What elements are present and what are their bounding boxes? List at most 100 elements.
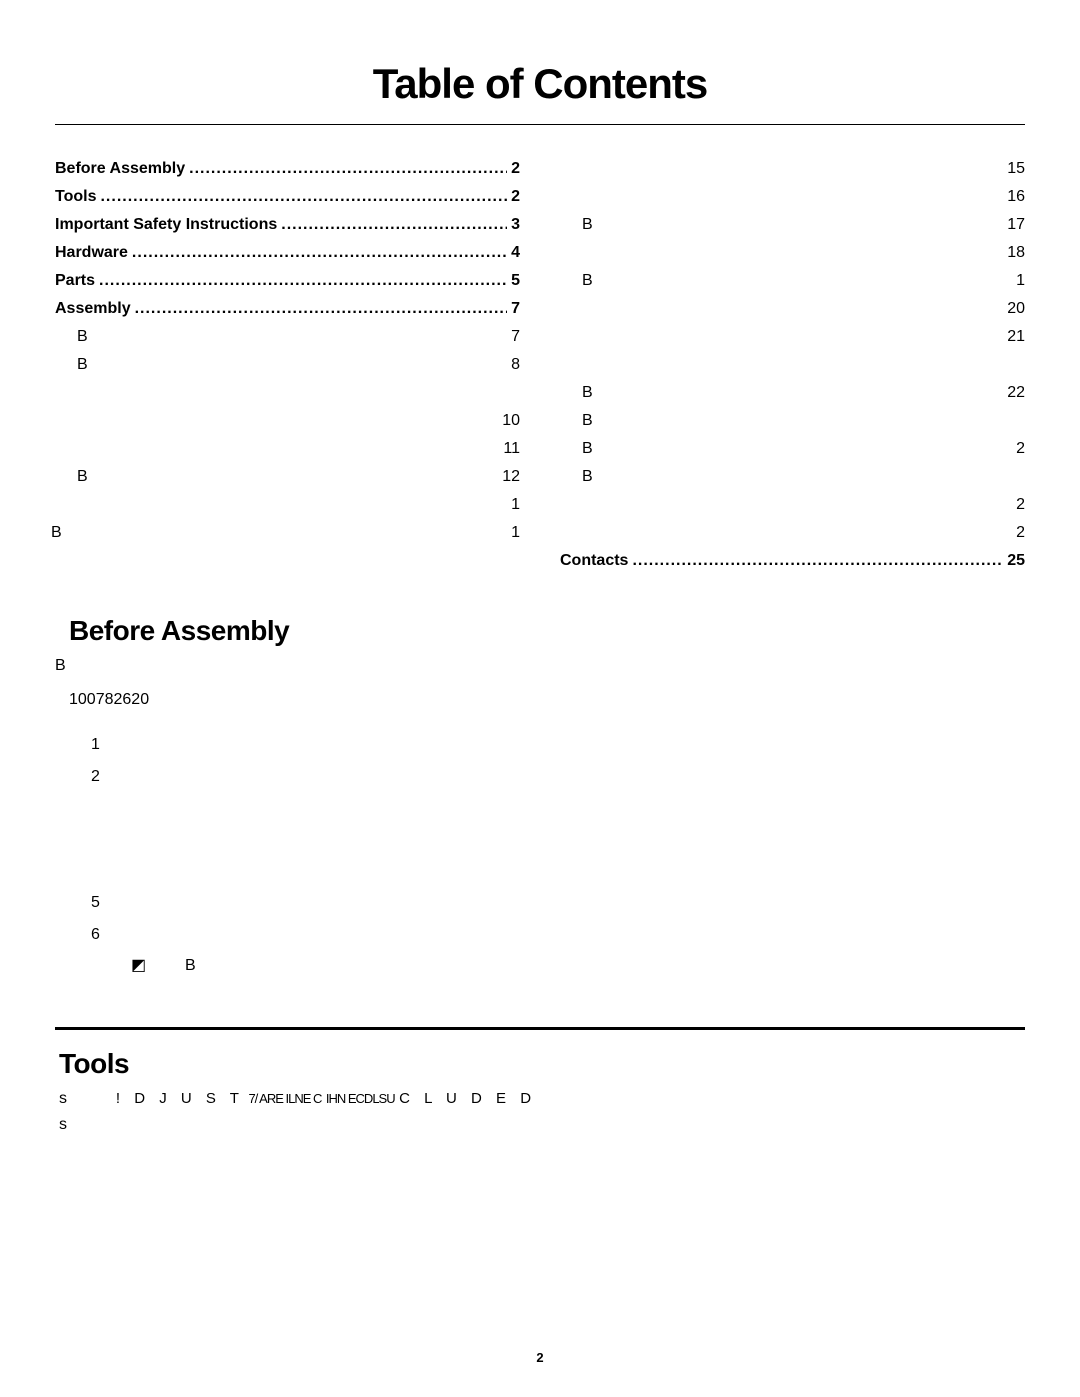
- toc-entry-page: 1: [1016, 267, 1025, 295]
- toc-row: 16: [560, 183, 1025, 211]
- toc-entry-page: 1: [511, 519, 520, 547]
- toc-entry-label: B: [77, 323, 88, 351]
- toc-row: B8: [55, 351, 520, 379]
- before-assembly-heading: Before Assembly: [69, 615, 1025, 647]
- toc-entry-page: 20: [1007, 295, 1025, 323]
- list-item: 1: [91, 732, 1025, 758]
- numbered-list: 1 2 5 6: [91, 732, 1025, 947]
- before-assembly-line-b: B: [55, 653, 1025, 679]
- toc-entry-page: 7: [511, 323, 520, 351]
- toc-entry-page: 18: [1007, 239, 1025, 267]
- toc-entry-page: 11: [503, 435, 520, 463]
- toc-entry-label: B: [582, 211, 593, 239]
- toc-row: B1: [560, 267, 1025, 295]
- toc-entry-page: 8: [511, 351, 520, 379]
- toc-entry-page: 25: [1007, 547, 1025, 575]
- toc-entry-page: 21: [1007, 323, 1025, 351]
- toc-entry-label: B: [582, 407, 593, 435]
- toc-entry-page: 10: [502, 407, 520, 435]
- tools-text-1b: 7/ ARE ILNE C: [248, 1091, 321, 1106]
- toc-entry-label: B: [582, 463, 593, 491]
- toc-row: [55, 379, 520, 407]
- toc-entry-label: [582, 491, 586, 519]
- toc-leader: [281, 211, 507, 239]
- toc-entry-page: [1021, 407, 1025, 435]
- toc-entry-page: 2: [1016, 491, 1025, 519]
- toc-row: Hardware 4: [55, 239, 520, 267]
- tools-list: s ! D J U S T 7/ ARE ILNE C IHN ECDLSU C…: [59, 1086, 1025, 1137]
- toc-row: Important Safety Instructions3: [55, 211, 520, 239]
- toc-entry-page: 2: [1016, 435, 1025, 463]
- page-number: 2: [0, 1350, 1080, 1365]
- toc-entry-label: Before Assembly: [55, 155, 185, 183]
- list-item: 5: [91, 890, 1025, 916]
- toc-leader: [100, 183, 507, 211]
- toc-entry-page: 22: [1007, 379, 1025, 407]
- toc-entry-label: Tools: [55, 183, 96, 211]
- list-item: [91, 827, 1025, 853]
- toc-row: 2: [560, 519, 1025, 547]
- toc-entry-page: 4: [511, 239, 520, 267]
- toc-entry-page: [516, 379, 520, 407]
- toc-entry-label: [77, 407, 81, 435]
- list-item: 6: [91, 922, 1025, 948]
- toc-entry-label: B: [77, 463, 88, 491]
- toc-row: Before Assembly 2: [55, 155, 520, 183]
- toc-row: B: [560, 463, 1025, 491]
- toc-row: 2: [560, 491, 1025, 519]
- toc-row: B2: [560, 435, 1025, 463]
- toc-row: Parts 5: [55, 267, 520, 295]
- toc-entry-page: 1: [511, 491, 520, 519]
- toc-entry-label: Assembly: [55, 295, 131, 323]
- toc-entry-label: [582, 183, 586, 211]
- toc-entry-label: [582, 239, 586, 267]
- table-of-contents: Before Assembly2Tools2Important Safety I…: [55, 155, 1025, 575]
- tools-text-1a: ! D J U S T: [116, 1090, 244, 1107]
- toc-row: B1: [51, 519, 520, 547]
- toc-row: 21: [560, 323, 1025, 351]
- tools-line-2: s: [59, 1112, 1025, 1138]
- toc-entry-label: B: [582, 267, 593, 295]
- toc-leader: [189, 155, 507, 183]
- toc-row: B7: [55, 323, 520, 351]
- toc-row: 10: [55, 407, 520, 435]
- toc-left-column: Before Assembly2Tools2Important Safety I…: [55, 155, 520, 575]
- toc-entry-page: 2: [511, 183, 520, 211]
- toc-entry-label: Parts: [55, 267, 95, 295]
- note-glyph-icon: ◩: [131, 957, 146, 974]
- toc-row: B: [560, 407, 1025, 435]
- list-item: [91, 859, 1025, 885]
- list-item: [91, 795, 1025, 821]
- section-divider: [55, 1027, 1025, 1030]
- toc-entry-page: 16: [1007, 183, 1025, 211]
- toc-entry-label: B: [77, 351, 88, 379]
- toc-entry-label: Contacts: [560, 547, 628, 575]
- tools-line-1: s ! D J U S T 7/ ARE ILNE C IHN ECDLSU C…: [59, 1086, 1025, 1112]
- toc-entry-page: 15: [1007, 155, 1025, 183]
- toc-entry-label: [582, 351, 586, 379]
- toc-leader: [632, 547, 1003, 575]
- toc-entry-label: [582, 323, 586, 351]
- toc-leader: [99, 267, 507, 295]
- toc-entry-label: [77, 379, 81, 407]
- toc-row: 11: [55, 435, 520, 463]
- tools-text-1c: IHN ECDLSU: [326, 1091, 395, 1106]
- toc-entry-label: Hardware: [55, 239, 128, 267]
- toc-entry-label: [77, 491, 81, 519]
- toc-entry-page: [1021, 351, 1025, 379]
- list-item: 2: [91, 764, 1025, 790]
- toc-row: Contacts 25: [560, 547, 1025, 575]
- toc-row: 1: [55, 491, 520, 519]
- toc-entry-page: 2: [511, 155, 520, 183]
- toc-entry-page: 7: [511, 295, 520, 323]
- toc-entry-page: [1021, 463, 1025, 491]
- toc-entry-label: [582, 295, 586, 323]
- toc-leader: [132, 239, 507, 267]
- toc-row: B 12: [55, 463, 520, 491]
- toc-row: [560, 351, 1025, 379]
- toc-entry-page: 12: [502, 463, 520, 491]
- toc-row: Assembly 7: [55, 295, 520, 323]
- toc-row: 15: [560, 155, 1025, 183]
- toc-entry-page: 5: [511, 267, 520, 295]
- toc-row: B17: [560, 211, 1025, 239]
